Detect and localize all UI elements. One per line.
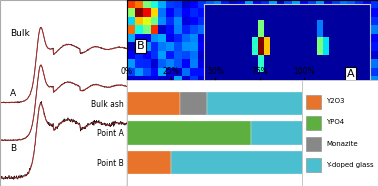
Text: Monazite: Monazite (326, 141, 358, 147)
Bar (251, 121, 304, 145)
Bar (206, 92, 304, 115)
Bar (127, 92, 180, 115)
Bar (306, 116, 321, 130)
Text: Bulk: Bulk (10, 29, 30, 38)
Text: Y2O3: Y2O3 (326, 98, 345, 104)
Bar (180, 92, 206, 115)
Text: B: B (137, 41, 144, 51)
Bar (127, 121, 251, 145)
Bar (306, 137, 321, 151)
Bar (171, 151, 304, 174)
Text: A: A (347, 69, 354, 79)
Bar (306, 158, 321, 172)
Text: YPO4: YPO4 (326, 119, 344, 125)
Text: Y-doped glass: Y-doped glass (326, 162, 374, 168)
Bar (127, 151, 171, 174)
Bar (306, 95, 321, 109)
Text: B: B (10, 144, 16, 153)
Text: A: A (10, 89, 16, 97)
